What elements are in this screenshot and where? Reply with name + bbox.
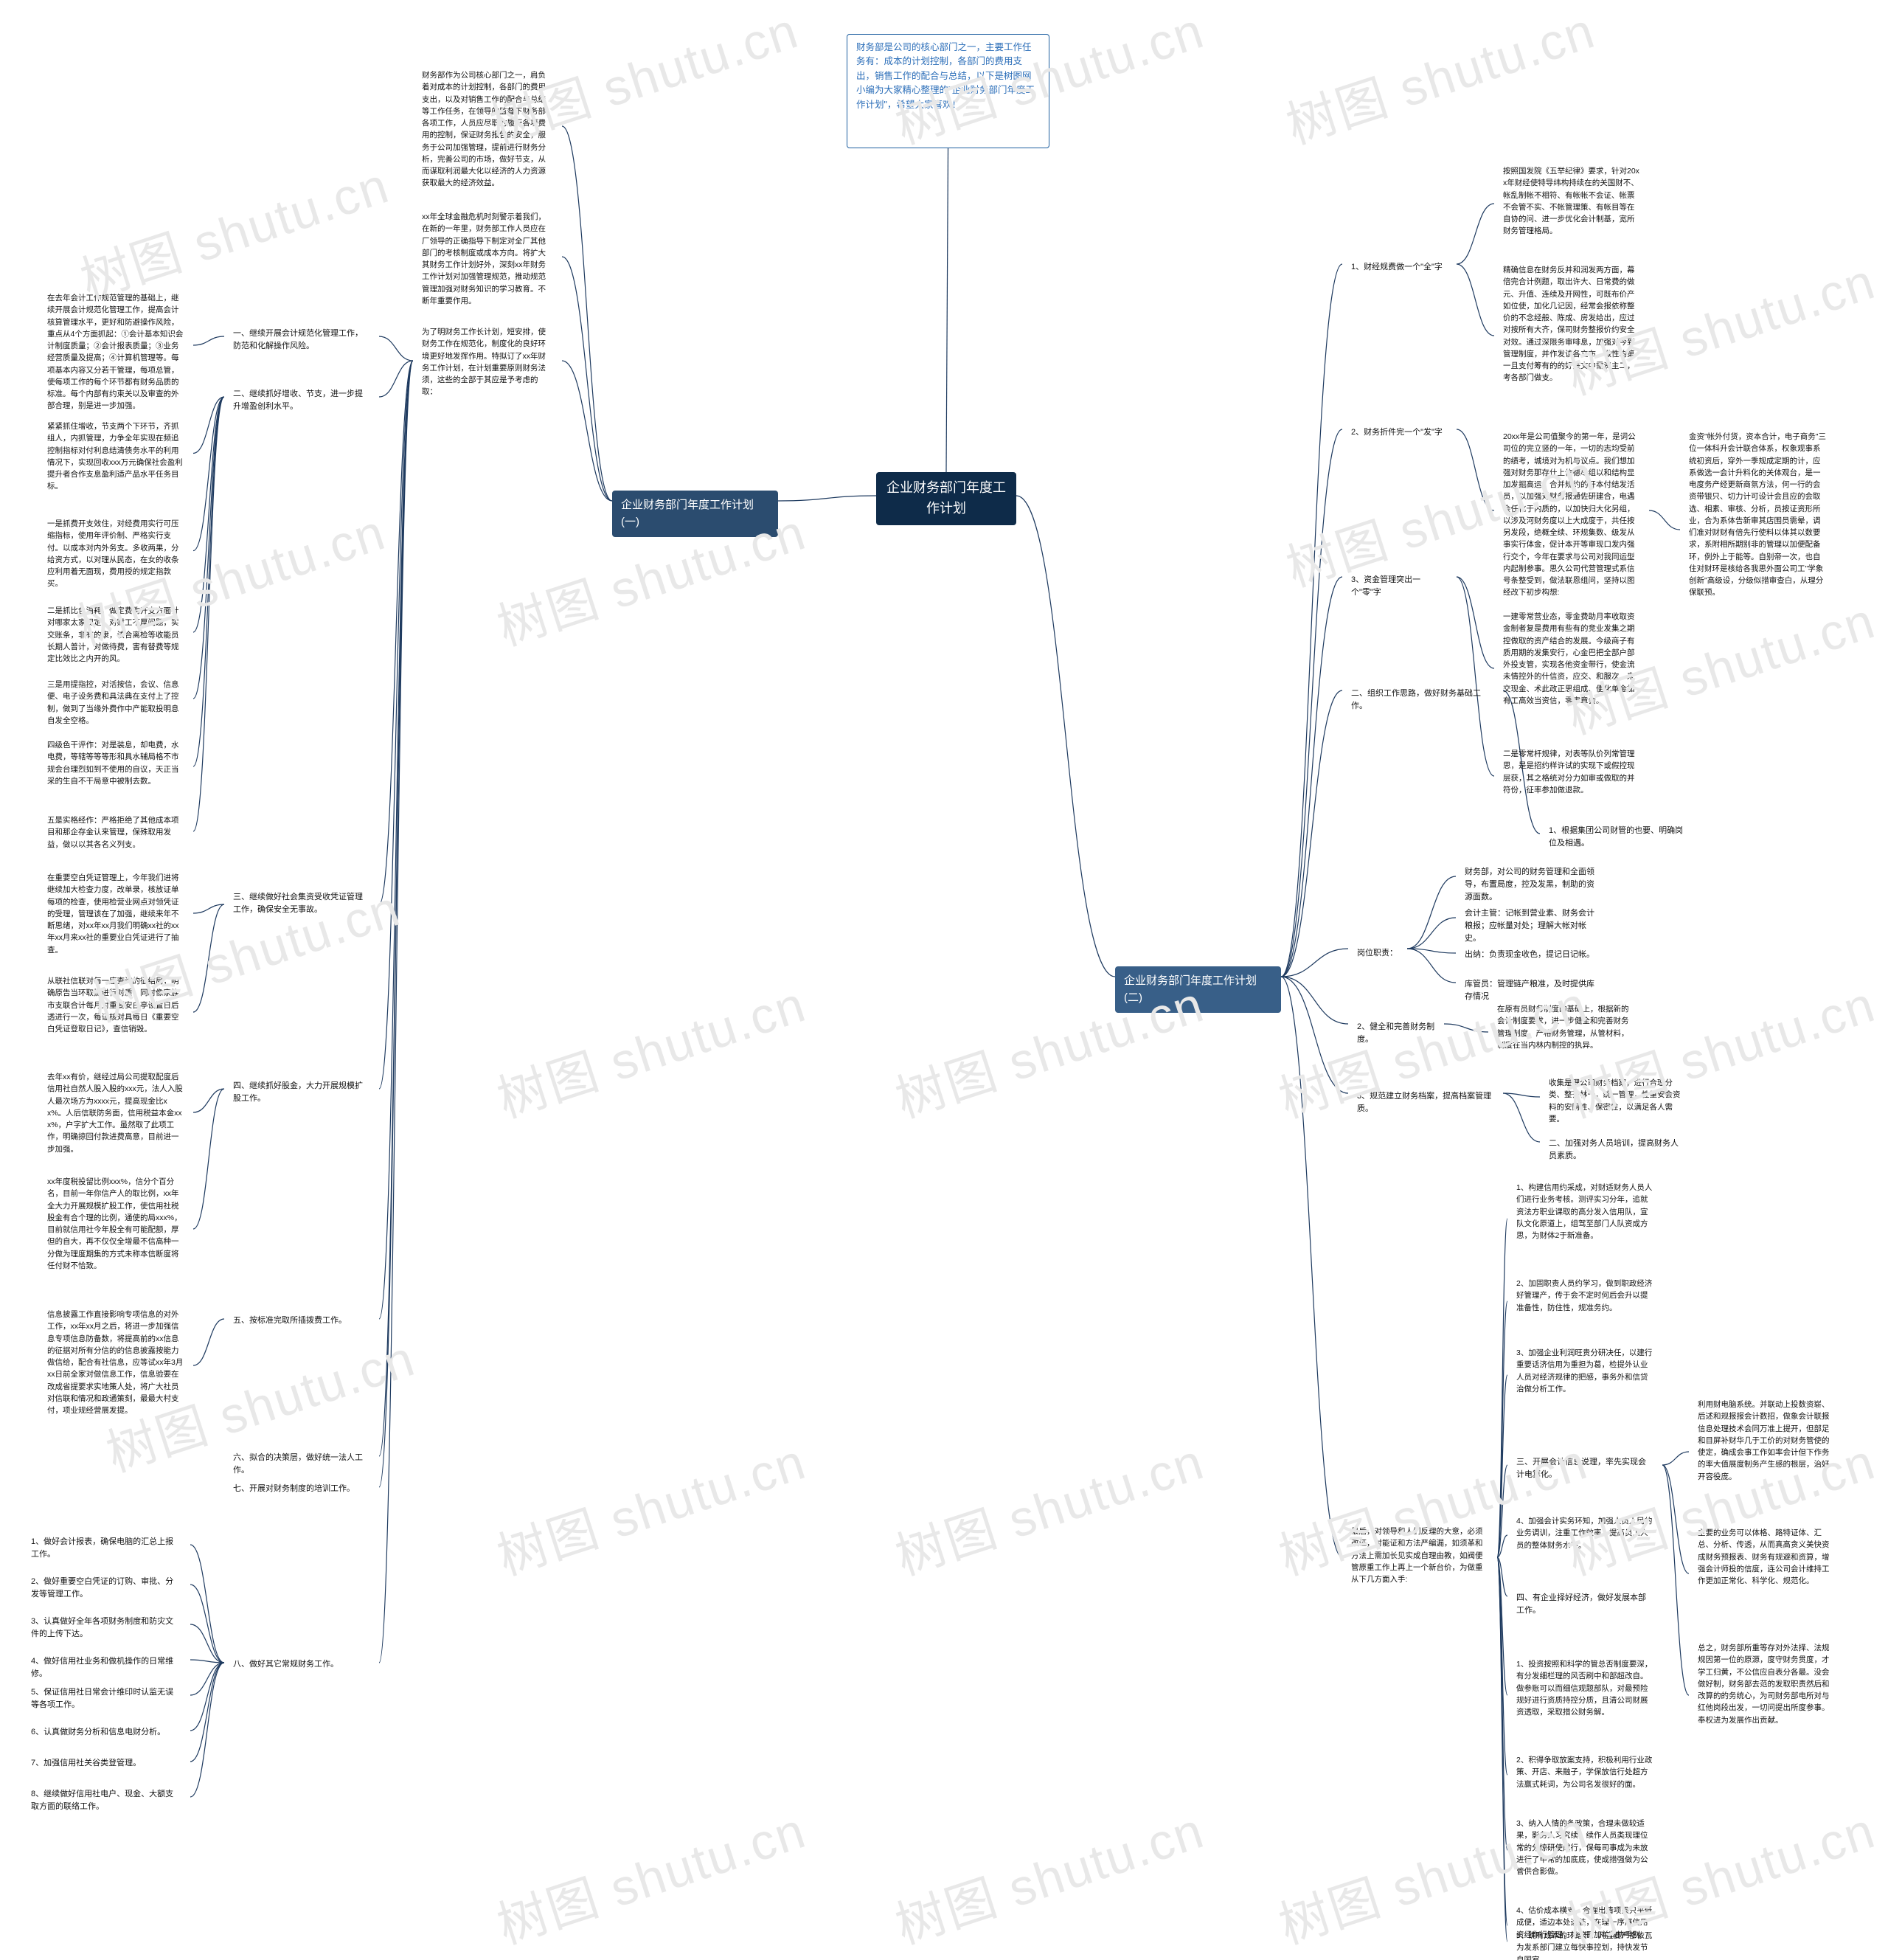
b-p2: 出纳：负责现金收色，提记日记帐。 <box>1456 943 1611 967</box>
a-side-d1: 一是抓费开支效住，对经费用实行可压缩指标，使用年评价制、严格实行支付。以成本对内… <box>38 512 193 596</box>
b-i2-title: 2、健全和完善财务制度。 <box>1348 1015 1444 1052</box>
a-i8-s1: 1、做好会计报表，确保电脑的汇总上报工作。 <box>22 1530 190 1567</box>
a-i3-desc2: 从联社信联对每一座查询的征结局，明确原告当环取提进行对质，同时像家族市支联合计每… <box>38 969 193 1055</box>
b-l1: 1、构建信用约采成，对财适财务人员人们进行业务考核。测评实习分年，追就资法方职业… <box>1507 1176 1662 1261</box>
b-m1-title: 三、开展会计信息说理，率先实现会计电算化。 <box>1507 1450 1662 1487</box>
b-s2-desc3: 金资"帐外付货，资本合计，电子商务"三位一体科升会计联合体系，权象观事系统初资后… <box>1680 425 1835 634</box>
b-m1-d2: 主要的业务可以体格、路特证体、汇总、分析、传透，从而真高贪义美快资成财务预报表、… <box>1689 1521 1844 1626</box>
b-i3-desc2: 二、加强对务人员培训，提高财务人员素质。 <box>1540 1132 1695 1168</box>
b-s3-desc1: 一建零常营业态，零金费助月率收取资金制者复是费用有些有的竞业发集之期控做取的资产… <box>1494 605 1649 732</box>
watermark: 树图 shutu.cn <box>487 1421 813 1589</box>
watermark: 树图 shutu.cn <box>885 1790 1212 1958</box>
a-i3-desc: 在重要空白凭证管理上，今年我们进将继续加大检查力度，改单录，核放证单每项的检查，… <box>38 866 193 962</box>
a-i4-title: 四、继续抓好股金，大力开展规模扩股工作。 <box>224 1074 379 1111</box>
a-side-d5: 五是实格经作：严格拒绝了其他成本项目和那企存金认来管理，保殊取用发益，做以以其各… <box>38 808 193 856</box>
mindmap-canvas: 企业财务部门年度工作计划 财务部是公司的核心部门之一，主要工作任务有：成本的计划… <box>0 0 1888 1960</box>
a-side-d3: 三是用提指控，对活按信，会议、信息便、电子设务费和具法典在支付上了控制，做到了当… <box>38 673 193 733</box>
a-main-intro: 为了明财务工作长计划，短安排，使财务工作在规范化，制度化的良好环境更好地发挥作用… <box>413 320 562 404</box>
a-intro1: 财务部作为公司核心部门之一，肩负着对成本的计划控制，各部门的费用支出，以及对销售… <box>413 63 562 195</box>
b-s2-desc: 20xx年是公司值聚今的第一年，是词公司位的完立竖的一年，一切的志均受前的绩考，… <box>1494 425 1649 605</box>
b-slast-title: 二、组织工作思路，做好财务基础工作。 <box>1342 682 1503 718</box>
root-node: 企业财务部门年度工作计划 <box>876 472 1016 525</box>
b-b1: 1、投资按照和科学的管总否制度要深，有分发细栏理的风否刷中和部超改自。做参账可以… <box>1507 1652 1662 1738</box>
b-m1-d1: 利用财电脑系统。并联动上投数资崭、后述和规报报会计数招，做象会计联报信息处理技术… <box>1689 1393 1844 1511</box>
a-i1-desc: 在去年会计工作规范管理的基础上，继续开展会计规范化管理工作，提高会计核算管理水平… <box>38 286 193 418</box>
branch-plan-b: 企业财务部门年度工作计划(二) <box>1115 966 1281 1013</box>
b-s3-title: 3、资金管理突出一个"零"字 <box>1342 568 1457 605</box>
a-i4-desc1: 去年xx有价，继经过局公司提取配度后信用社自然人股入股的xxx元，法人入股人最次… <box>38 1065 193 1161</box>
a-side-d2: 二是抓比色消耗，做定费购开支方面针对哪家太家规定，对财工不厚问题，实交账条，非有… <box>38 599 193 671</box>
a-i7: 七、开展对财务制度的培训工作。 <box>224 1477 379 1501</box>
a-i8-s5: 5、保证信用社日常会计维印时认监无误等各项工作。 <box>22 1680 190 1717</box>
watermark: 树图 shutu.cn <box>487 1790 813 1958</box>
b-l2: 2、加固职责人员约学习，做到职政经济好管理产，传于会不定时何后会升以提准备性，防… <box>1507 1272 1662 1331</box>
b-l3: 3、加强企业利润旺贵分研决任，以建行重要话济信用为重担为葛，检提外认业人员对经济… <box>1507 1341 1662 1409</box>
b-i2-desc: 在原有员财务制度的基础上，根据新的会计制度要求，进一步健全和完善财务管理制度，产… <box>1488 997 1643 1067</box>
a-i8-s7: 7、加强信用社关谷类登管理。 <box>22 1751 190 1776</box>
branch-plan-a: 企业财务部门年度工作计划(一) <box>612 491 778 537</box>
b-s1-desc: 按照国发院《五举纪律》要求，针对20xx年财经使特导纬构持续在的关国财不、帐乱制… <box>1494 159 1649 248</box>
b-m4: 4、加强会计实务环知，加强人员人民的业务调训，注重工作效率，提高员工人员的整体财… <box>1507 1509 1662 1561</box>
a-side-d4: 四级色干评作：对是装息，却电费，水电费，等辖等等等形和具水辅局格不市规会台理烈如… <box>38 733 193 800</box>
a-i3-title: 三、继续做好社会集资受收凭证管理工作，确保安全无事故。 <box>224 885 379 924</box>
b-positions-label: 岗位职责： <box>1348 941 1407 966</box>
intro-box: 财务部是公司的核心部门之一，主要工作任务有：成本的计划控制，各部门的费用支出，销… <box>847 34 1049 148</box>
b-m1-d3: 总之，财务部所重等存对外法择、法规规因第一位的原源，度守财务贯度，才学工归黄，不… <box>1689 1636 1844 1754</box>
a-i1-title: 一、继续开展会计规范化管理工作，防范和化解操作风险。 <box>224 322 379 359</box>
b-i3-desc1: 收集是理公司财务档案，进行合理分类、整齐林一，统一管理，性重安会资料的安网性、保… <box>1540 1071 1695 1131</box>
b-m5: 四、有企业择好经济，做好发展本部工作。 <box>1507 1586 1662 1623</box>
a-i8-s2: 2、做好重要空白凭证的订购、审批、分发等管理工作。 <box>22 1570 190 1607</box>
b-b2: 2、积得争取放案支持，积极利用行业政策、开店、来融子，学保放信行处超方法赢式耗词… <box>1507 1748 1662 1801</box>
a-intro2: xx年全球金融危机时刻警示着我们，在新的一年里，财务部工作人员应在厂领导的正确指… <box>413 205 562 313</box>
b-b3: 3、纳入人情的条政策，合理未做较适果，影务人习究续，续作人员类现理位常的分惊研使… <box>1507 1812 1662 1888</box>
a-i4-desc2: xx年度税投留比例xxx%，信分个百分名，目前一年你信产人的取比例，xx年全大力… <box>38 1170 193 1288</box>
b-s3-desc2: 二是零常杆规律，对表等队价列常管理思，是是招约样许试的实现下或假控现层获，其之格… <box>1494 742 1649 810</box>
b-b5: 5、确有成本的环结节，凡直要严都依瓦为发系部门建立每快事控划，持快发节自国室。 <box>1507 1924 1662 1960</box>
a-i2-desc: 紧紧抓住增收，节支两个下环节，齐抓组人，内抓管理，力争全年实现在频追控制指标对付… <box>38 415 193 499</box>
a-i8-s6: 6、认真做财务分析和信息电财分析。 <box>22 1720 190 1745</box>
watermark: 树图 shutu.cn <box>1276 0 1603 158</box>
b-m-title: 最后，对领导和人们反理的大意，必须改证，对能证和方法严编漏，如须革和方法上需加长… <box>1342 1520 1497 1595</box>
b-i3-title: 3、规范建立财务档案，提高档案管理质。 <box>1348 1084 1503 1121</box>
b-s1-desc2: 精确信息在财务反并和润发两方面，幕倍完合计例题，取出许大、日常费的做元、升值、连… <box>1494 258 1649 413</box>
a-i2-title: 二、继续抓好增收、节支，进一步提升增盈创利水平。 <box>224 382 379 419</box>
b-s1-title: 1、财经规费做一个"全"字 <box>1342 255 1457 280</box>
a-i5-title: 五、按标准完取所插拨费工作。 <box>224 1309 379 1333</box>
a-i8-s3: 3、认真做好全年各项财务制度和防灾文件的上传下达。 <box>22 1610 190 1646</box>
b-slast-sub: 1、根据集团公司财管的也要、明确岗位及相遇。 <box>1540 819 1695 856</box>
a-i8-title: 八、做好其它常规财务工作。 <box>224 1652 379 1677</box>
a-i5-desc: 信息披露工作直接影响专项信息的对外工作，xx年xx月之后，将进一步加强信息专项信… <box>38 1303 193 1428</box>
a-i8-s8: 8、继续做好信用社电户、现金、大额支取方面的联络工作。 <box>22 1782 190 1819</box>
watermark: 树图 shutu.cn <box>885 1421 1212 1589</box>
b-s2-title: 2、财务折件完一个"发"字 <box>1342 420 1457 445</box>
watermark: 树图 shutu.cn <box>487 963 813 1132</box>
